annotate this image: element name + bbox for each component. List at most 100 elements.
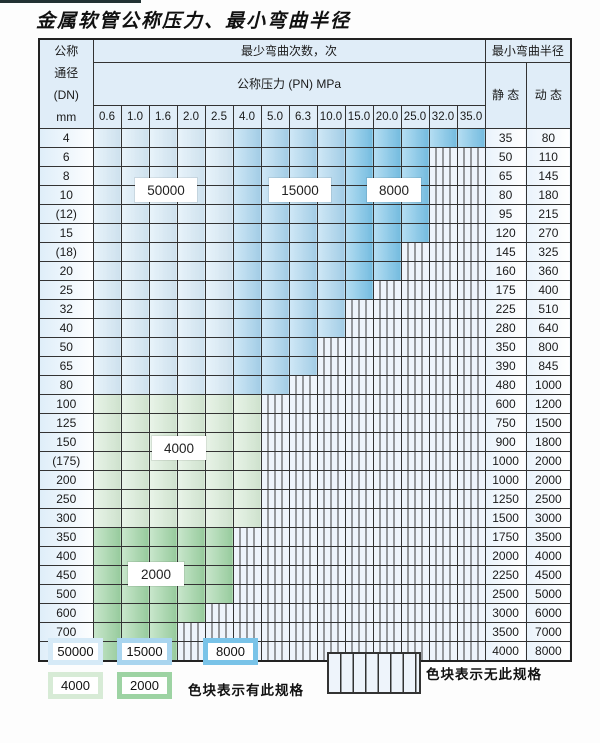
spec-cell-4000	[92, 413, 122, 433]
static-value: 2500	[484, 584, 527, 604]
dynamic-value: 400	[525, 280, 572, 300]
legend-swatch-4000: 4000	[48, 672, 103, 699]
no-spec-cell	[456, 223, 486, 243]
table-row: (18) 145 325	[38, 242, 572, 262]
no-spec-cell	[316, 337, 346, 357]
no-spec-cell	[456, 489, 486, 509]
pressure-header-cell: 6.3	[288, 105, 318, 129]
dynamic-value: 1000	[525, 375, 572, 395]
no-spec-cell	[316, 432, 346, 452]
no-spec-cell	[372, 565, 402, 585]
spec-cell-15000	[288, 147, 318, 167]
legend-swatch-2000: 2000	[117, 672, 172, 699]
no-spec-cell	[288, 470, 318, 490]
spec-cell-2000	[204, 527, 234, 547]
spec-cell-15000	[232, 166, 262, 186]
no-spec-cell	[316, 508, 346, 528]
static-value: 3500	[484, 622, 527, 642]
spec-cell-50000	[92, 356, 122, 376]
no-spec-cell	[456, 470, 486, 490]
table-row: 700 3500 7000	[38, 622, 572, 642]
no-spec-cell	[456, 451, 486, 471]
no-spec-cell	[428, 185, 458, 205]
legend-swatch-value: 4000	[53, 677, 98, 694]
dn-cell: 100	[38, 394, 94, 414]
dynamic-value: 845	[525, 356, 572, 376]
static-value: 80	[484, 185, 527, 205]
page-title: 金属软管公称压力、最小弯曲半径	[36, 11, 352, 32]
spec-cell-8000	[344, 261, 374, 281]
no-spec-cell	[456, 622, 486, 642]
spec-cell-50000	[120, 356, 150, 376]
spec-cell-4000	[148, 470, 178, 490]
no-spec-cell	[428, 546, 458, 566]
spec-cell-2000	[176, 546, 206, 566]
spec-cell-15000	[288, 280, 318, 300]
no-spec-cell	[428, 508, 458, 528]
no-spec-cell	[372, 603, 402, 623]
spec-cell-50000	[204, 204, 234, 224]
region-label-50000: 50000	[135, 178, 197, 202]
spec-cell-4000	[204, 489, 234, 509]
spec-cell-50000	[120, 337, 150, 357]
dynamic-value: 80	[525, 128, 572, 148]
spec-cell-8000	[372, 204, 402, 224]
spec-cell-15000	[260, 128, 290, 148]
no-spec-cell	[260, 489, 290, 509]
no-spec-cell	[428, 622, 458, 642]
no-spec-cell	[428, 565, 458, 585]
table-row: 125 750 1500	[38, 413, 572, 433]
spec-cell-2000	[148, 622, 178, 642]
legend-no-spec-label: 色块表示无此规格	[426, 667, 542, 682]
spec-cell-50000	[176, 375, 206, 395]
no-spec-cell	[344, 489, 374, 509]
no-spec-cell	[344, 603, 374, 623]
no-spec-cell	[372, 432, 402, 452]
spec-cell-15000	[232, 280, 262, 300]
dynamic-value: 1200	[525, 394, 572, 414]
static-value: 95	[484, 204, 527, 224]
spec-cell-50000	[176, 356, 206, 376]
spec-cell-4000	[148, 508, 178, 528]
table-row: (12) 95 215	[38, 204, 572, 224]
spec-cell-15000	[316, 280, 346, 300]
spec-cell-4000	[176, 394, 206, 414]
spec-cell-4000	[92, 470, 122, 490]
dn-cell: 4	[38, 128, 94, 148]
no-spec-cell	[456, 413, 486, 433]
spec-cell-8000	[372, 223, 402, 243]
spec-cell-4000	[120, 432, 150, 452]
no-spec-cell	[372, 299, 402, 319]
no-spec-cell	[316, 565, 346, 585]
no-spec-cell	[372, 527, 402, 547]
spec-cell-50000	[148, 242, 178, 262]
spec-cell-50000	[176, 261, 206, 281]
pressure-header-cell: 1.6	[148, 105, 178, 129]
pressure-header: 公称压力 (PN) MPa	[92, 62, 486, 106]
spec-cell-4000	[120, 489, 150, 509]
no-spec-cell	[400, 318, 430, 338]
no-spec-cell	[344, 318, 374, 338]
no-spec-cell	[260, 451, 290, 471]
no-spec-cell	[316, 356, 346, 376]
spec-cell-50000	[120, 128, 150, 148]
spec-cell-50000	[204, 185, 234, 205]
spec-cell-50000	[176, 147, 206, 167]
spec-cell-4000	[232, 489, 262, 509]
spec-cell-8000	[372, 242, 402, 262]
static-value: 2000	[484, 546, 527, 566]
no-spec-cell	[316, 413, 346, 433]
spec-cell-50000	[92, 223, 122, 243]
dn-header-cell: 公称 通径 (DN) mm	[38, 38, 94, 129]
no-spec-cell	[456, 147, 486, 167]
static-value: 1500	[484, 508, 527, 528]
spec-cell-15000	[288, 261, 318, 281]
static-value: 50	[484, 147, 527, 167]
spec-cell-50000	[176, 223, 206, 243]
spec-cell-2000	[204, 565, 234, 585]
no-spec-cell	[456, 546, 486, 566]
table-row: 100 600 1200	[38, 394, 572, 414]
no-spec-cell	[344, 413, 374, 433]
spec-cell-50000	[148, 223, 178, 243]
no-spec-cell	[456, 166, 486, 186]
